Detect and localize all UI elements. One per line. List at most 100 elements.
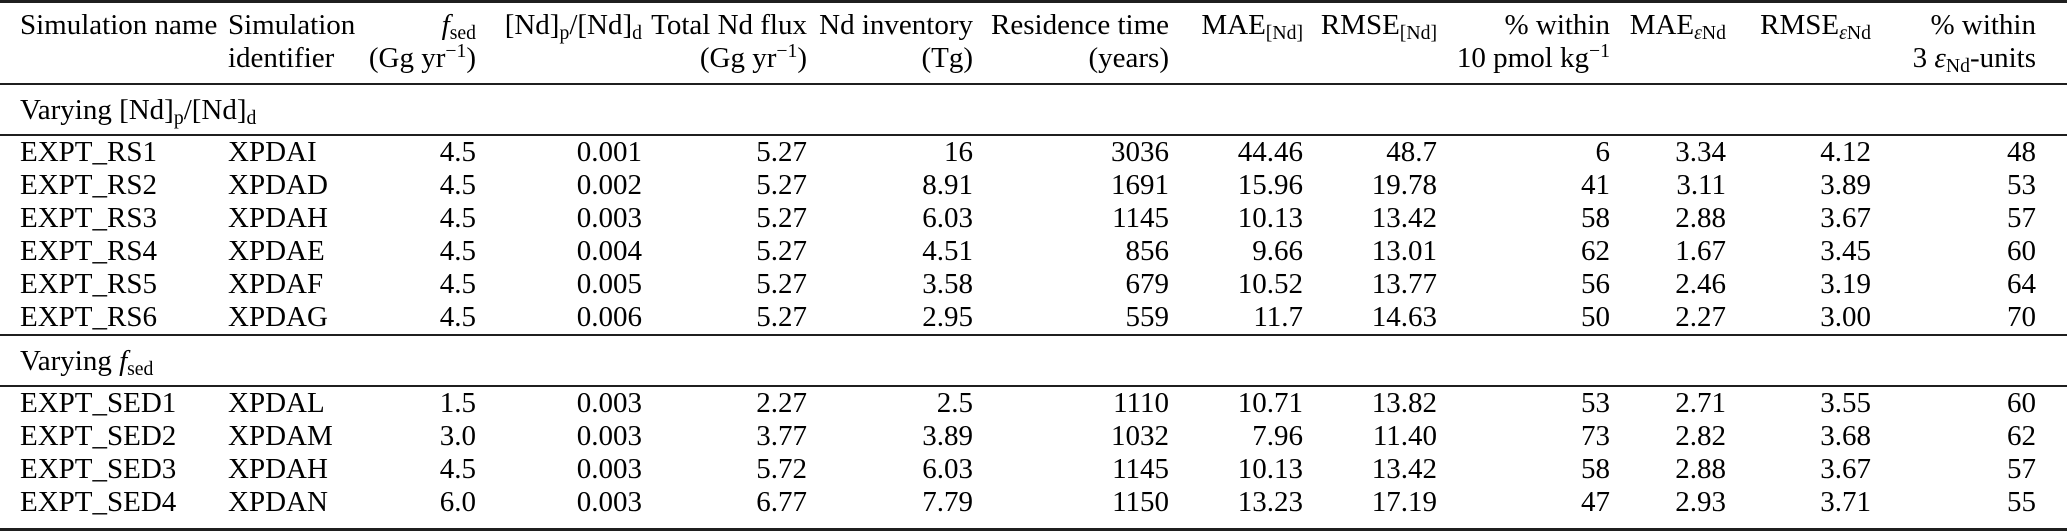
fsed-unit-line: (Gg yr−1) [360,39,476,75]
cell-ndp-over-ndd: 0.001 [576,136,642,168]
cell-simulation-name: EXPT_RS1 [20,136,157,168]
table-row: EXPT_SED4 XPDAN 6.0 0.003 6.77 7.79 1150 13.23 1… [0,486,2067,530]
cell-rmse-nd: 13.42 [1371,453,1437,485]
cell-pct-within-10pmol: 58 [1581,453,1610,485]
cell-mae-nd: 10.13 [1237,202,1303,234]
section2-fsed-subscript: sed [127,357,154,380]
section-heading-row: Varying fsed [0,334,2067,387]
cell-ndp-over-ndd: 0.003 [576,486,642,518]
cell-rmse-eps-nd: 3.55 [1820,387,1871,419]
section1-ndp-term: [Nd] [119,94,174,126]
ndp-subscript: p [559,21,570,44]
cell-fsed: 1.5 [439,387,476,419]
cell-simulation-name: EXPT_RS4 [20,235,157,267]
mae-eps-subscript: εNd [1694,22,1726,44]
cell-rmse-nd: 19.78 [1371,169,1437,201]
cell-rmse-eps-nd: 3.67 [1820,202,1871,234]
cell-simulation-name: EXPT_RS6 [20,301,157,333]
cell-pct-within-3eps: 70 [2007,301,2036,333]
cell-mae-eps-nd: 1.67 [1675,235,1726,267]
fsed-unit-exponent: −1 [445,39,467,62]
cell-ndp-over-ndd: 0.003 [576,420,642,452]
table-row: EXPT_RS6 XPDAG 4.5 0.006 5.27 2.95 559 11.7 14.6… [0,301,2067,335]
cell-mae-eps-nd: 2.88 [1675,202,1726,234]
cell-pct-within-3eps: 53 [2007,169,2036,201]
cell-simulation-identifier: XPDAH [228,453,328,485]
cell-mae-nd: 15.96 [1237,169,1303,201]
cell-pct-within-10pmol: 56 [1581,268,1610,300]
cell-fsed: 6.0 [439,486,476,518]
col-header-rmse-nd: RMSE[Nd] [1303,2,1437,85]
cell-simulation-name: EXPT_SED1 [20,387,177,419]
nd-inventory-unit: (Tg) [921,42,973,74]
table-row: EXPT_RS2 XPDAD 4.5 0.002 5.27 8.91 1691 15.96 19… [0,169,2067,202]
total-nd-flux-unit-close: ) [797,42,807,74]
cell-rmse-nd: 48.7 [1386,136,1437,168]
cell-fsed: 4.5 [439,235,476,267]
rmse-eps-nd: Nd [1846,21,1871,44]
cell-pct-within-3eps: 62 [2007,420,2036,452]
cell-ndp-over-ndd: 0.002 [576,169,642,201]
cell-nd-inventory: 3.58 [922,268,973,300]
section1-ndd-subscript: d [246,106,257,129]
cell-pct-within-10pmol: 58 [1581,202,1610,234]
table-row: EXPT_RS1 XPDAI 4.5 0.001 5.27 16 3036 44.46 48.7… [0,135,2067,169]
cell-pct-within-10pmol: 73 [1581,420,1610,452]
cell-simulation-name: EXPT_RS3 [20,202,157,234]
residence-time-unit: (years) [1088,42,1169,74]
cell-rmse-eps-nd: 3.71 [1820,486,1871,518]
col-header-pct-within-10pmol: % within 10 pmol kg−1 [1437,2,1610,85]
cell-residence-time: 559 [1125,301,1170,333]
ndp-term: [Nd] [504,9,560,41]
cell-rmse-nd: 13.82 [1371,387,1437,419]
cell-simulation-identifier: XPDAN [228,486,328,518]
cell-simulation-identifier: XPDAI [228,136,317,168]
cell-nd-inventory: 16 [944,136,973,168]
cell-total-nd-flux: 5.27 [756,202,807,234]
cell-fsed: 4.5 [439,268,476,300]
section1-label-prefix: Varying [20,94,120,126]
pct-within-10pmol-unit: 10 pmol kg [1456,42,1590,74]
cell-rmse-nd: 13.42 [1371,202,1437,234]
mae-eps-nd: Nd [1701,21,1726,44]
cell-simulation-identifier: XPDAE [228,235,325,267]
pct-within-10pmol-exponent: −1 [1589,39,1610,62]
cell-residence-time: 3036 [1111,136,1169,168]
cell-total-nd-flux: 5.27 [756,136,807,168]
cell-pct-within-3eps: 57 [2007,453,2036,485]
section-heading-varying-fsed: Varying fsed [0,334,2067,387]
cell-nd-inventory: 8.91 [922,169,973,201]
cell-fsed: 4.5 [439,301,476,333]
cell-fsed: 4.5 [439,136,476,168]
fsed-unit: (Gg yr [368,42,446,74]
cell-rmse-eps-nd: 3.19 [1820,268,1871,300]
cell-fsed: 4.5 [439,453,476,485]
cell-rmse-eps-nd: 3.45 [1820,235,1871,267]
cell-rmse-eps-nd: 3.89 [1820,169,1871,201]
cell-nd-inventory: 6.03 [922,202,973,234]
total-nd-flux-line1: Total Nd flux [651,9,807,41]
cell-ndp-over-ndd: 0.003 [576,202,642,234]
cell-rmse-nd: 13.77 [1371,268,1437,300]
pct-within-3eps-line2: 3 εNd-units [1871,42,2036,77]
section-heading-varying-nd-ratio: Varying [Nd]p/[Nd]d [0,83,2067,136]
residence-time-line1: Residence time [991,9,1169,41]
fsed-subscript: sed [449,21,476,44]
cell-simulation-identifier: XPDAF [228,268,324,300]
cell-simulation-name: EXPT_RS2 [20,169,157,201]
fsed-symbol-line: fsed [360,9,476,44]
cell-mae-eps-nd: 2.88 [1675,453,1726,485]
cell-residence-time: 1145 [1112,453,1169,485]
mae-eps-label: MAE [1629,9,1695,41]
col-header-mae-eps-nd: MAEεNd [1610,2,1726,85]
cell-pct-within-10pmol: 47 [1581,486,1610,518]
cell-total-nd-flux: 2.27 [756,387,807,419]
header-row: Simulation name Simulation identifier fs… [0,2,2067,85]
simulation-identifier-line1: Simulation [228,9,356,41]
total-nd-flux-unit-line: (Gg yr−1) [642,41,807,75]
pct-within-3eps-subscript: Nd [1945,54,1970,77]
cell-fsed: 4.5 [439,202,476,234]
cell-residence-time: 1145 [1112,202,1169,234]
pct-within-10pmol-line2: 10 pmol kg−1 [1437,39,1610,75]
